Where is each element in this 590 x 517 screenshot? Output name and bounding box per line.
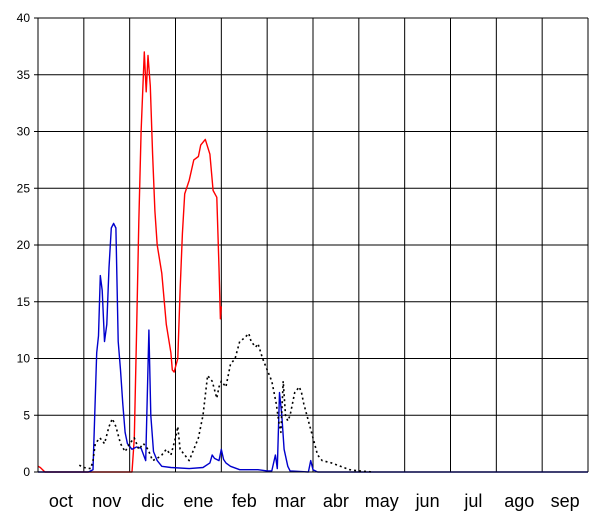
y-tick-label: 15 (17, 295, 31, 309)
x-tick-label: nov (92, 491, 121, 511)
series-line-2 (38, 222, 588, 473)
y-tick-label: 10 (17, 352, 31, 366)
x-tick-label: jun (415, 491, 440, 511)
x-tick-label: jul (463, 491, 482, 511)
y-tick-label: 30 (17, 125, 31, 139)
y-tick-label: 5 (23, 408, 30, 422)
x-tick-label: sep (551, 491, 580, 511)
x-axis-tick-labels: oct nov dic ene feb mar abr may jun jul ago sep (49, 491, 580, 511)
grid (38, 17, 589, 472)
series-line-3 (78, 332, 373, 473)
y-tick-label: 20 (17, 238, 31, 252)
x-tick-label: abr (323, 491, 349, 511)
y-axis-tick-labels: 0 5 10 15 20 25 30 35 40 (17, 11, 31, 479)
x-tick-label: oct (49, 491, 73, 511)
x-tick-label: ene (183, 491, 213, 511)
series-line-1 (37, 51, 222, 473)
x-tick-label: ago (504, 491, 534, 511)
series-group (37, 51, 588, 473)
y-tick-label: 25 (17, 181, 31, 195)
y-tick-label: 0 (23, 465, 30, 479)
y-tick-label: 35 (17, 68, 31, 82)
x-tick-label: may (365, 491, 399, 511)
y-tick-label: 40 (17, 11, 31, 25)
x-tick-label: feb (232, 491, 257, 511)
x-tick-label: mar (275, 491, 306, 511)
x-tick-label: dic (141, 491, 164, 511)
axes (34, 17, 588, 473)
